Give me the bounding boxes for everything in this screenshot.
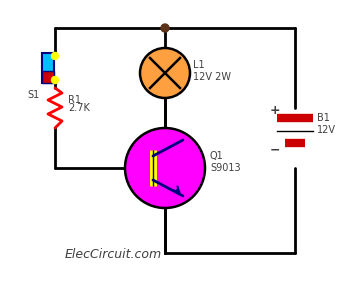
Text: R1: R1 — [68, 95, 81, 105]
Bar — [42, 71, 54, 83]
Text: 12V 2W: 12V 2W — [193, 72, 231, 82]
Circle shape — [125, 128, 205, 208]
Circle shape — [51, 76, 59, 83]
Circle shape — [161, 24, 169, 32]
Text: ElecCircuit.com: ElecCircuit.com — [65, 248, 162, 261]
Bar — [42, 53, 54, 83]
Text: S1: S1 — [28, 90, 40, 100]
Text: S9013: S9013 — [210, 163, 241, 173]
Circle shape — [140, 48, 190, 98]
Text: +: + — [270, 104, 280, 117]
Text: −: − — [270, 143, 280, 156]
Text: Q1: Q1 — [210, 151, 224, 161]
Circle shape — [51, 53, 59, 59]
Text: L1: L1 — [193, 60, 205, 70]
Text: B1: B1 — [317, 113, 330, 123]
Text: 12V: 12V — [317, 125, 336, 135]
Text: 2.7K: 2.7K — [68, 103, 90, 113]
